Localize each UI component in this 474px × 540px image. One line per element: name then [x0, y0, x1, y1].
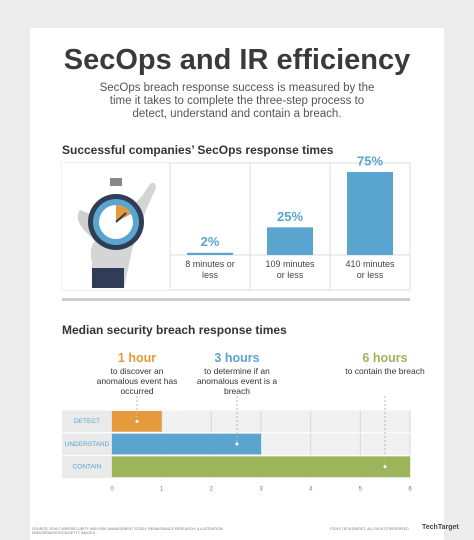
annotation-text: to contain the breach	[345, 366, 425, 376]
source: SOURCE: 2016 CYBERSECURITY AND RISK MANA…	[32, 527, 224, 535]
row-label-bg	[62, 410, 112, 479]
leader-dot	[135, 419, 139, 423]
annotation-value: 1 hour	[117, 351, 157, 365]
row-label: UNDERSTAND	[65, 441, 110, 448]
annotation-value: 3 hours	[214, 351, 260, 365]
logo: TechTarget	[422, 524, 459, 531]
chart-title: Median security breach response times	[62, 323, 287, 337]
category-label: 109 minutes or less	[265, 259, 315, 280]
x-tick-label: 4	[309, 487, 313, 493]
x-tick-label: 6	[408, 487, 412, 493]
bar	[112, 433, 261, 455]
x-tick-label: 3	[259, 487, 263, 493]
annotation-value: 6 hours	[362, 351, 408, 365]
bar	[347, 172, 393, 255]
x-tick-label: 1	[160, 487, 164, 493]
value-label: 75%	[357, 153, 383, 168]
bar	[112, 456, 410, 478]
annotation-text: to discover an anomalous event has occur…	[96, 366, 178, 396]
x-tick-label: 0	[110, 487, 114, 493]
annotation-text: to determine if an anomalous event is a …	[196, 366, 278, 396]
bar	[187, 252, 233, 255]
value-label: 25%	[277, 209, 303, 224]
x-tick-label: 5	[359, 487, 363, 493]
category-label: 410 minutes or less	[345, 259, 395, 280]
chart-title: Successful companies’ SecOps response ti…	[62, 143, 334, 157]
leader-dot	[235, 442, 239, 446]
x-tick-label: 2	[210, 487, 214, 493]
stopwatch-illustration	[77, 178, 156, 288]
bar	[267, 227, 313, 255]
divider	[62, 298, 410, 301]
title: SecOps and IR efficiency	[63, 44, 411, 76]
subtitle: SecOps breach response success is measur…	[99, 82, 375, 120]
value-label: 2%	[201, 234, 220, 249]
row-label: DETECT	[74, 418, 100, 425]
copyright: ©2019 TECHTARGET. ALL RIGHTS RESERVED	[330, 527, 409, 531]
leader-dot	[383, 465, 387, 469]
row-label: CONTAIN	[73, 463, 102, 470]
category-label: 8 minutes or less	[185, 259, 235, 280]
